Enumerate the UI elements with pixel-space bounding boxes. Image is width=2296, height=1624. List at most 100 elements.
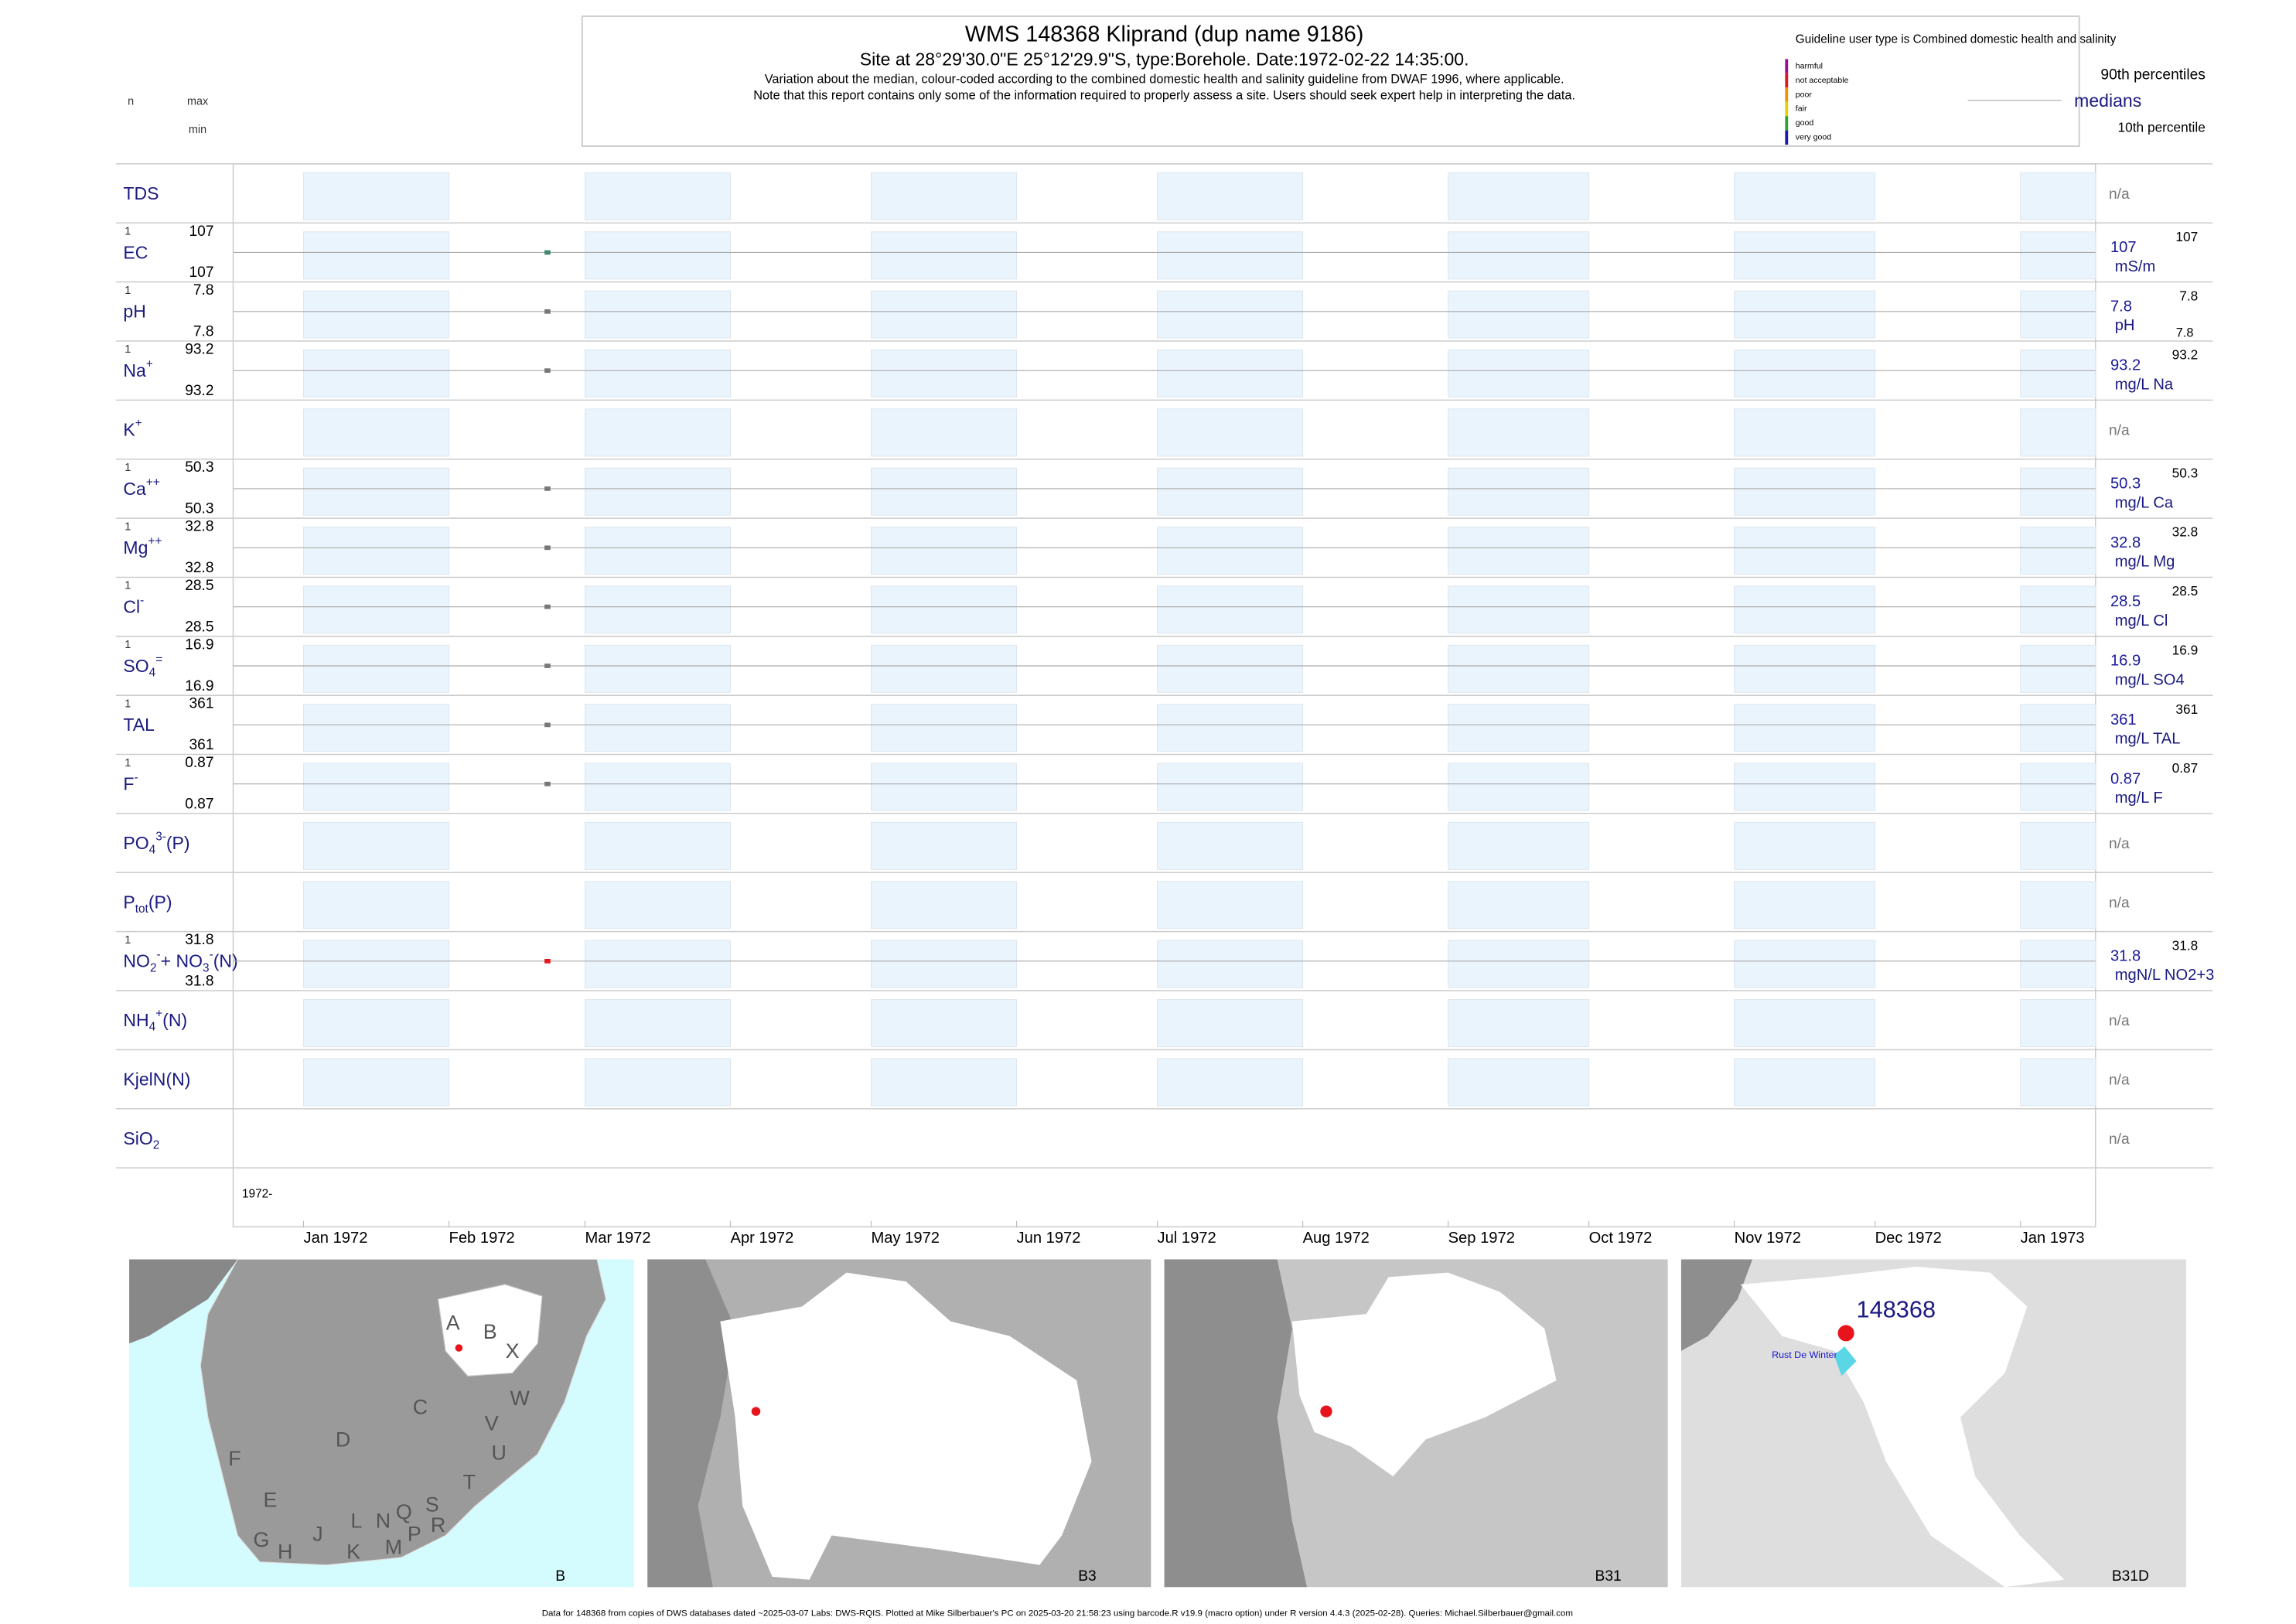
p90-value: 50.3 [2172, 465, 2199, 480]
region-letter: K [346, 1540, 360, 1563]
row-label-part: ++ [148, 535, 162, 548]
month-band [1157, 467, 1304, 516]
month-band [2020, 585, 2096, 634]
max-value: 107 [189, 223, 214, 240]
unit: mgN/L NO2+3 [2115, 967, 2215, 984]
month-band [871, 467, 1018, 516]
p90-value: 16.9 [2172, 642, 2199, 657]
month-band [1448, 231, 1590, 280]
month-band [2020, 998, 2096, 1048]
region-letter: W [510, 1387, 530, 1410]
legend-swatch [1785, 73, 1789, 88]
sample-count: 1 [125, 520, 131, 533]
max-header: max [187, 96, 209, 108]
row-label-part: 3- [155, 831, 166, 844]
legend-label: good [1796, 118, 1814, 128]
month-band [1157, 172, 1304, 220]
month-band [1157, 231, 1304, 280]
month-band [1734, 467, 1876, 516]
month-band [2020, 467, 2096, 516]
site-marker [455, 1344, 463, 1352]
sample-count: 1 [125, 639, 131, 651]
row-label: NO2-+ NO3-(N) [123, 948, 237, 974]
site-label: 148368 [1857, 1296, 1936, 1322]
row-label: Cl- [123, 594, 144, 617]
region-letter: V [485, 1411, 499, 1435]
month-band [584, 644, 731, 693]
row-label-part: - [156, 948, 160, 961]
note: Note that this report contains only some… [753, 88, 1575, 102]
p90-value: 93.2 [2172, 347, 2199, 363]
map-land [647, 1259, 735, 1588]
month-band [2020, 1058, 2096, 1107]
x-tick-label: Sep 1972 [1448, 1230, 1515, 1247]
month-band [1734, 408, 1876, 457]
sample-point [544, 781, 551, 786]
legend-swatch [1785, 59, 1789, 73]
x-tick-label: Aug 1972 [1303, 1230, 1370, 1247]
row-label-part: SO [123, 656, 148, 676]
month-band [1734, 821, 1876, 870]
month-band [584, 1058, 731, 1107]
region-letter: U [492, 1441, 507, 1465]
max-value: 32.8 [185, 519, 213, 535]
row-label: Mg++ [123, 535, 162, 558]
map-label: B31D [2112, 1568, 2149, 1585]
row-label-part: TAL [123, 715, 155, 735]
region-letter: A [446, 1312, 460, 1335]
row-label-part: + [155, 1008, 162, 1021]
row-label: F- [123, 771, 138, 794]
row-label-part: - [134, 771, 138, 784]
region-letter: X [506, 1339, 520, 1363]
map-label: B3 [1078, 1568, 1096, 1585]
month-band [871, 998, 1018, 1048]
map-land [1164, 1259, 1307, 1588]
map-land [129, 1259, 238, 1344]
row-label-part: PO [123, 833, 148, 853]
month-band [584, 172, 731, 220]
row-label-part: 4 [149, 1021, 156, 1034]
row-label-part: F [123, 774, 134, 794]
row-label-part: + [135, 417, 142, 430]
median-value: 28.5 [2110, 593, 2141, 610]
footer: Data for 148368 from copies of DWS datab… [542, 1609, 1573, 1619]
map-region [1291, 1272, 1557, 1477]
legend-swatch [1785, 130, 1789, 145]
month-band [1448, 527, 1590, 575]
median-value: 32.8 [2110, 534, 2141, 551]
row-label-part: NO [123, 951, 150, 971]
legend-median: medians [2074, 90, 2141, 111]
x-tick-label: Jul 1972 [1158, 1230, 1216, 1247]
sample-point [544, 545, 551, 551]
row-label-part: (P) [148, 892, 172, 912]
p90-value: 31.8 [2172, 937, 2199, 953]
month-band [584, 821, 731, 870]
region-letter: P [408, 1523, 421, 1546]
month-band [871, 408, 1018, 457]
month-band [1157, 349, 1304, 398]
map-region [720, 1272, 1092, 1580]
row-label-part: SiO [123, 1128, 152, 1148]
row-label-part: TDS [123, 183, 159, 203]
sample-point [544, 486, 551, 491]
median-value: 16.9 [2110, 653, 2141, 670]
map-dam [1834, 1346, 1857, 1377]
row-label: TAL [123, 715, 155, 735]
month-band [1734, 763, 1876, 811]
month-band [303, 644, 450, 693]
not-available: n/a [2109, 1073, 2130, 1089]
sample-point [544, 250, 551, 255]
month-band [584, 467, 731, 516]
row-label-part: + [146, 358, 153, 371]
month-band [1157, 881, 1304, 930]
median-value: 361 [2110, 711, 2137, 728]
sample-count: 1 [125, 462, 131, 474]
month-band [871, 940, 1018, 988]
row-label: NH4+(N) [123, 1008, 187, 1034]
month-band [2020, 349, 2096, 398]
month-band [1157, 408, 1304, 457]
sample-count: 1 [125, 343, 131, 356]
month-band [584, 349, 731, 398]
region-letter: T [463, 1471, 476, 1494]
